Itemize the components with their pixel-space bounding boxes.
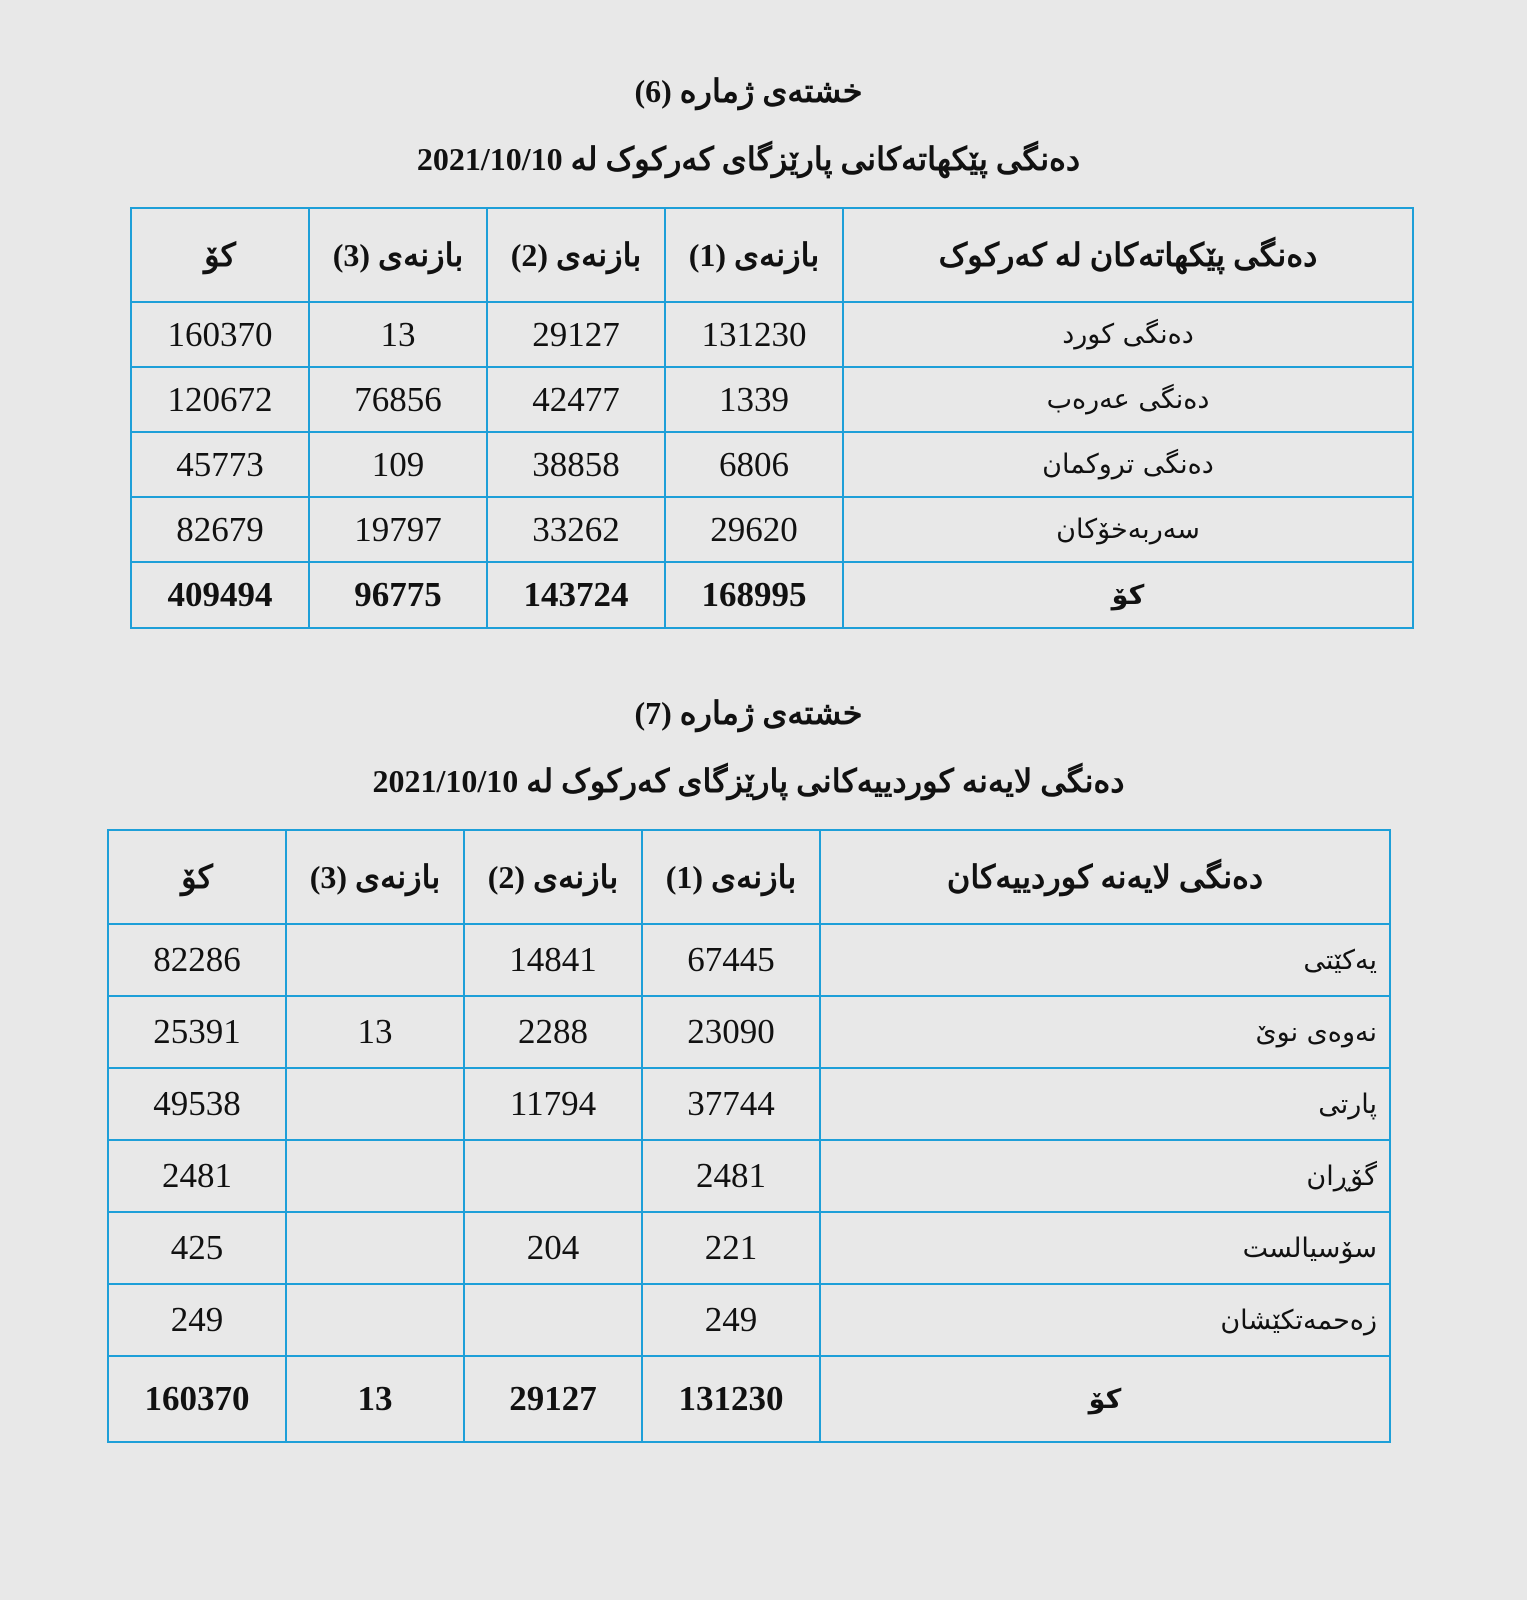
cell-value: 2481 <box>641 1139 821 1213</box>
cell-value: 2288 <box>463 995 643 1069</box>
cell-value: 160370 <box>130 301 310 368</box>
table-row: دەنگی تروکمان 6806 38858 109 45773 <box>130 431 1414 498</box>
cell-value: 82286 <box>107 923 287 997</box>
cell-value <box>463 1283 643 1357</box>
cell-value: 1339 <box>664 366 844 433</box>
table-row: گۆڕان 2481 2481 <box>107 1139 1391 1213</box>
cell-value: 409494 <box>130 561 310 629</box>
cell-value: 45773 <box>130 431 310 498</box>
cell-value: 249 <box>107 1283 287 1357</box>
cell-value: 13 <box>285 1355 465 1443</box>
row-label: پارتی <box>819 1067 1391 1141</box>
cell-value: 96775 <box>308 561 488 629</box>
column-header: بازنەی (2) <box>463 829 643 925</box>
cell-value <box>285 1067 465 1141</box>
row-label: نەوەی نوێ <box>819 995 1391 1069</box>
cell-value: 19797 <box>308 496 488 563</box>
table6-number-title: خشتەی ژمارە (6) <box>634 73 863 109</box>
table7: دەنگی لایەنە کوردییەکان بازنەی (1) بازنەی … <box>107 829 1391 1443</box>
column-header: کۆ <box>130 207 310 303</box>
table-row: زەحمەتکێشان 249 249 <box>107 1283 1391 1357</box>
row-label: سۆسیالست <box>819 1211 1391 1285</box>
table7-number-title: خشتەی ژمارە (7) <box>634 695 863 731</box>
cell-value: 29620 <box>664 496 844 563</box>
cell-value: 67445 <box>641 923 821 997</box>
row-label: کۆ <box>819 1355 1391 1443</box>
cell-value: 204 <box>463 1211 643 1285</box>
cell-value <box>285 1211 465 1285</box>
column-header: بازنەی (1) <box>641 829 821 925</box>
column-header: بازنەی (3) <box>285 829 465 925</box>
table-row: سەربەخۆکان 29620 33262 19797 82679 <box>130 496 1414 563</box>
table-row: یەکێتی 67445 14841 82286 <box>107 923 1391 997</box>
cell-value: 29127 <box>486 301 666 368</box>
cell-value: 13 <box>285 995 465 1069</box>
table-row: سۆسیالست 221 204 425 <box>107 1211 1391 1285</box>
cell-value: 76856 <box>308 366 488 433</box>
cell-value: 49538 <box>107 1067 287 1141</box>
row-label: زەحمەتکێشان <box>819 1283 1391 1357</box>
cell-value: 33262 <box>486 496 666 563</box>
cell-value: 25391 <box>107 995 287 1069</box>
table7-subtitle: دەنگی لایەنە کوردییەکانی پارێزگای کەرکوک… <box>372 763 1125 799</box>
cell-value: 14841 <box>463 923 643 997</box>
total-row: کۆ 131230 29127 13 160370 <box>107 1355 1391 1443</box>
cell-value: 131230 <box>641 1355 821 1443</box>
column-header: دەنگی پێکهاتەکان لە کەرکوک <box>842 207 1414 303</box>
table-header-row: دەنگی لایەنە کوردییەکان بازنەی (1) بازنەی … <box>107 829 1391 925</box>
table-row: پارتی 37744 11794 49538 <box>107 1067 1391 1141</box>
table-row: نەوەی نوێ 23090 2288 13 25391 <box>107 995 1391 1069</box>
row-label: دەنگی کورد <box>842 301 1414 368</box>
cell-value <box>285 1283 465 1357</box>
total-row: کۆ 168995 143724 96775 409494 <box>130 561 1414 629</box>
cell-value: 38858 <box>486 431 666 498</box>
column-header: بازنەی (1) <box>664 207 844 303</box>
cell-value: 109 <box>308 431 488 498</box>
row-label: دەنگی تروکمان <box>842 431 1414 498</box>
cell-value: 120672 <box>130 366 310 433</box>
column-header: کۆ <box>107 829 287 925</box>
column-header: دەنگی لایەنە کوردییەکان <box>819 829 1391 925</box>
cell-value: 221 <box>641 1211 821 1285</box>
cell-value <box>463 1139 643 1213</box>
table-header-row: دەنگی پێکهاتەکان لە کەرکوک بازنەی (1) بازن… <box>130 207 1414 303</box>
cell-value: 11794 <box>463 1067 643 1141</box>
cell-value: 82679 <box>130 496 310 563</box>
row-label: کۆ <box>842 561 1414 629</box>
row-label: گۆڕان <box>819 1139 1391 1213</box>
cell-value: 13 <box>308 301 488 368</box>
cell-value: 131230 <box>664 301 844 368</box>
cell-value: 143724 <box>486 561 666 629</box>
table6: دەنگی پێکهاتەکان لە کەرکوک بازنەی (1) بازن… <box>130 207 1414 629</box>
table-row: دەنگی عەرەب 1339 42477 76856 120672 <box>130 366 1414 433</box>
row-label: دەنگی عەرەب <box>842 366 1414 433</box>
cell-value: 23090 <box>641 995 821 1069</box>
cell-value: 6806 <box>664 431 844 498</box>
cell-value: 425 <box>107 1211 287 1285</box>
cell-value: 2481 <box>107 1139 287 1213</box>
cell-value: 37744 <box>641 1067 821 1141</box>
row-label: سەربەخۆکان <box>842 496 1414 563</box>
table6-subtitle: دەنگی پێکهاتەکانی پارێزگای کەرکوک لە 202… <box>416 141 1081 177</box>
row-label: یەکێتی <box>819 923 1391 997</box>
cell-value: 168995 <box>664 561 844 629</box>
cell-value: 160370 <box>107 1355 287 1443</box>
table-row: دەنگی کورد 131230 29127 13 160370 <box>130 301 1414 368</box>
column-header: بازنەی (3) <box>308 207 488 303</box>
cell-value: 249 <box>641 1283 821 1357</box>
cell-value: 29127 <box>463 1355 643 1443</box>
cell-value <box>285 1139 465 1213</box>
cell-value <box>285 923 465 997</box>
cell-value: 42477 <box>486 366 666 433</box>
column-header: بازنەی (2) <box>486 207 666 303</box>
